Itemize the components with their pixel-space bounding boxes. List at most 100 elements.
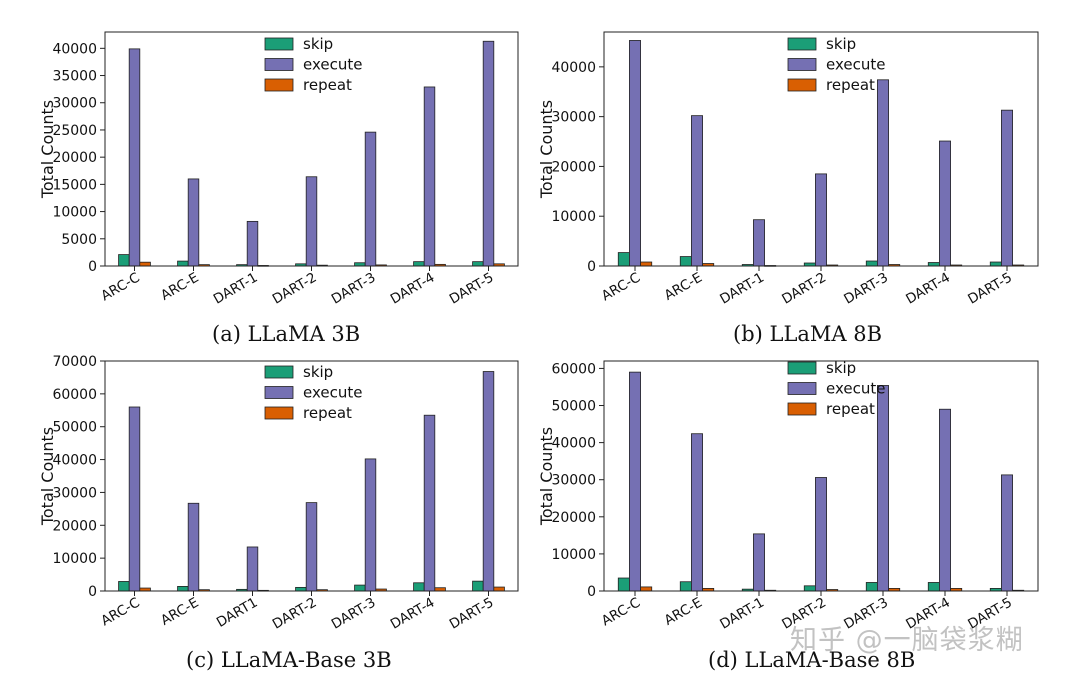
- y-tick-label: 70000: [52, 354, 97, 370]
- y-tick-label: 60000: [551, 361, 596, 377]
- bar-execute: [1001, 109, 1013, 267]
- bar-execute: [691, 433, 703, 592]
- bar-skip: [413, 261, 425, 267]
- y-axis-label: Total Counts: [537, 427, 556, 526]
- y-tick-label: 30000: [551, 473, 596, 489]
- y-tick-label: 0: [88, 259, 97, 275]
- caption-d: (d) LLaMA-Base 8B: [708, 648, 916, 672]
- x-tick-label: DART-2: [779, 270, 829, 308]
- chart-1: 0 10000 20000 30000 40000 Total Counts ARC-C AR…: [537, 31, 1039, 308]
- legend-swatch-skip: [787, 37, 817, 51]
- x-tick-label: DART-3: [329, 595, 379, 633]
- bar-skip: [118, 254, 130, 267]
- bar-execute: [187, 502, 200, 592]
- x-tick-label: DART-4: [903, 270, 953, 308]
- bar-execute: [815, 477, 827, 592]
- bar-execute: [1001, 474, 1013, 592]
- legend-swatch-repeat: [787, 78, 817, 92]
- legend-swatch-skip: [787, 361, 817, 375]
- bar-repeat: [139, 261, 151, 267]
- legend-label-skip: skip: [826, 359, 856, 377]
- legend-swatch-skip: [264, 37, 294, 51]
- bar-repeat: [640, 261, 653, 267]
- bar-skip: [617, 252, 630, 267]
- legend-label-repeat: repeat: [826, 76, 875, 94]
- x-tick-label: DART-3: [329, 270, 379, 308]
- legend-swatch-execute: [787, 382, 817, 395]
- x-tick-label: DART-5: [447, 595, 497, 633]
- x-tick-label: DART-5: [447, 270, 497, 308]
- bar-execute: [691, 115, 703, 267]
- bar-skip: [472, 580, 484, 592]
- x-tick-label: ARC-C: [98, 270, 142, 305]
- y-tick-label: 40000: [52, 453, 97, 469]
- chart-3: 0 10000 20000 30000 40000 50000 60000 Total Cou…: [537, 359, 1039, 633]
- bar-execute: [423, 86, 436, 267]
- x-tick-label: DART1: [214, 595, 261, 631]
- legend-label-skip: skip: [826, 35, 856, 53]
- legend-swatch-skip: [264, 365, 294, 379]
- bar-execute: [877, 79, 889, 267]
- bar-execute: [629, 40, 641, 267]
- bar-execute: [815, 173, 827, 267]
- bar-execute: [246, 546, 259, 592]
- watermark-text: 知乎 @一脑袋浆糊: [790, 625, 1024, 656]
- bar-execute: [753, 219, 765, 267]
- y-axis-label: Total Counts: [38, 427, 57, 526]
- chart-0: 0 5000 10000 15000 20000 25000 30000 35000 40000…: [38, 31, 519, 308]
- y-tick-label: 30000: [52, 485, 97, 501]
- x-tick-label: DART-2: [270, 270, 320, 308]
- bar-skip: [927, 262, 940, 267]
- bar-execute: [482, 40, 495, 267]
- plot-frame: [603, 31, 1039, 267]
- x-tick-label: ARC-E: [158, 270, 201, 304]
- x-tick-label: ARC-E: [662, 595, 705, 629]
- y-tick-label: 40000: [551, 436, 596, 452]
- y-tick-label: 20000: [52, 518, 97, 534]
- y-tick-label: 0: [587, 584, 596, 600]
- bar-skip: [413, 582, 425, 592]
- x-tick-label: DART-1: [717, 595, 767, 633]
- y-tick-label: 0: [88, 584, 97, 600]
- y-tick-label: 25000: [52, 123, 97, 139]
- legend-label-execute: execute: [303, 384, 362, 402]
- bar-execute: [753, 533, 765, 592]
- x-tick-label: DART-4: [388, 595, 438, 633]
- y-tick-label: 10000: [52, 551, 97, 567]
- y-tick-label: 50000: [551, 399, 596, 415]
- bar-execute: [877, 385, 889, 592]
- legend-swatch-repeat: [264, 406, 294, 420]
- bar-repeat: [640, 586, 653, 592]
- bar-execute: [128, 48, 141, 267]
- legend-label-repeat: repeat: [303, 76, 352, 94]
- bar-skip: [989, 261, 1002, 267]
- legend-swatch-execute: [264, 386, 294, 399]
- x-tick-label: DART-1: [717, 270, 767, 308]
- bar-execute: [939, 408, 951, 592]
- bar-skip: [865, 582, 878, 592]
- bar-execute: [364, 458, 377, 592]
- x-tick-label: ARC-E: [158, 595, 201, 629]
- caption-a: (a) LLaMA 3B: [212, 322, 361, 346]
- bar-execute: [629, 371, 641, 592]
- bar-execute: [305, 176, 318, 267]
- x-tick-label: ARC-E: [662, 270, 705, 304]
- x-tick-label: DART-2: [270, 595, 320, 633]
- legend-label-execute: execute: [303, 56, 362, 74]
- x-tick-label: ARC-C: [98, 595, 142, 630]
- x-tick-label: DART-4: [388, 270, 438, 308]
- legend-label-skip: skip: [303, 35, 333, 53]
- y-tick-label: 0: [587, 259, 596, 275]
- y-tick-label: 5000: [61, 232, 97, 248]
- bar-skip: [472, 261, 484, 267]
- x-tick-label: DART-1: [211, 270, 261, 308]
- y-tick-label: 20000: [52, 150, 97, 166]
- legend-label-execute: execute: [826, 56, 885, 74]
- bar-execute: [128, 406, 141, 592]
- legend-label-repeat: repeat: [826, 400, 875, 418]
- bar-execute: [364, 131, 377, 267]
- bar-skip: [177, 260, 189, 267]
- bar-skip: [177, 586, 189, 592]
- bar-skip: [803, 585, 816, 592]
- legend-swatch-execute: [787, 58, 817, 71]
